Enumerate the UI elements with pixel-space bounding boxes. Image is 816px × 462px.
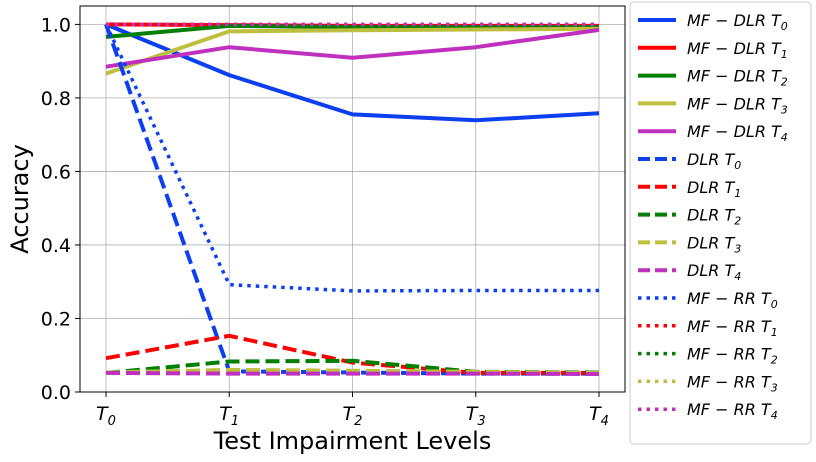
y-axis-label: Accuracy [6, 144, 34, 254]
legend-label: MF − DLR T4 [687, 122, 788, 144]
y-tick-label: 0.2 [41, 308, 71, 330]
legend-label: MF − RR T2 [687, 345, 778, 367]
legend-box [629, 1, 812, 445]
series-lines [104, 22, 600, 376]
legend-label: DLR T1 [687, 178, 741, 200]
series-line-4 [105, 27, 600, 69]
y-tick-label: 0.0 [41, 382, 71, 404]
legend-label: DLR T2 [687, 206, 741, 228]
x-tick-label: T3 [466, 403, 486, 429]
series-line-3 [105, 26, 600, 76]
series-line-2 [105, 23, 599, 39]
series-line-9 [105, 370, 600, 376]
axis-ticks: 0.0 0.2 0.4 0.6 0.8 1.0 T0 T1 T2 T3 T4 [41, 14, 609, 429]
grid [80, 6, 625, 393]
y-tick-label: 0.4 [41, 235, 71, 257]
x-tick-label: T1 [219, 403, 239, 429]
legend-label: MF − RR T4 [687, 400, 778, 422]
x-axis-label: Test Impairment Levels [213, 427, 492, 455]
series-line-0 [105, 22, 600, 123]
legend-label: MF − DLR T3 [687, 94, 788, 116]
y-tick-label: 0.6 [41, 161, 71, 183]
series-line-10 [104, 23, 599, 293]
legend-label: DLR T4 [687, 261, 741, 283]
legend-label: MF − RR T3 [687, 372, 778, 394]
x-tick-label: T4 [589, 403, 609, 429]
x-tick-label: T0 [96, 403, 116, 429]
legend-label: MF − RR T1 [687, 317, 778, 339]
legend-label: MF − DLR T0 [687, 11, 788, 33]
y-tick-label: 0.8 [41, 88, 71, 110]
legend-label: MF − DLR T1 [687, 39, 788, 61]
legend: MF − DLR T0 MF − DLR T1 MF − DLR T2 MF − DL… [629, 1, 812, 445]
y-tick-label: 1.0 [41, 14, 71, 36]
legend-label: MF − DLR T2 [687, 67, 788, 89]
legend-label: MF − RR T0 [687, 289, 778, 311]
x-tick-label: T2 [343, 403, 363, 429]
legend-label: DLR T0 [687, 150, 741, 172]
legend-label: DLR T3 [687, 233, 741, 255]
